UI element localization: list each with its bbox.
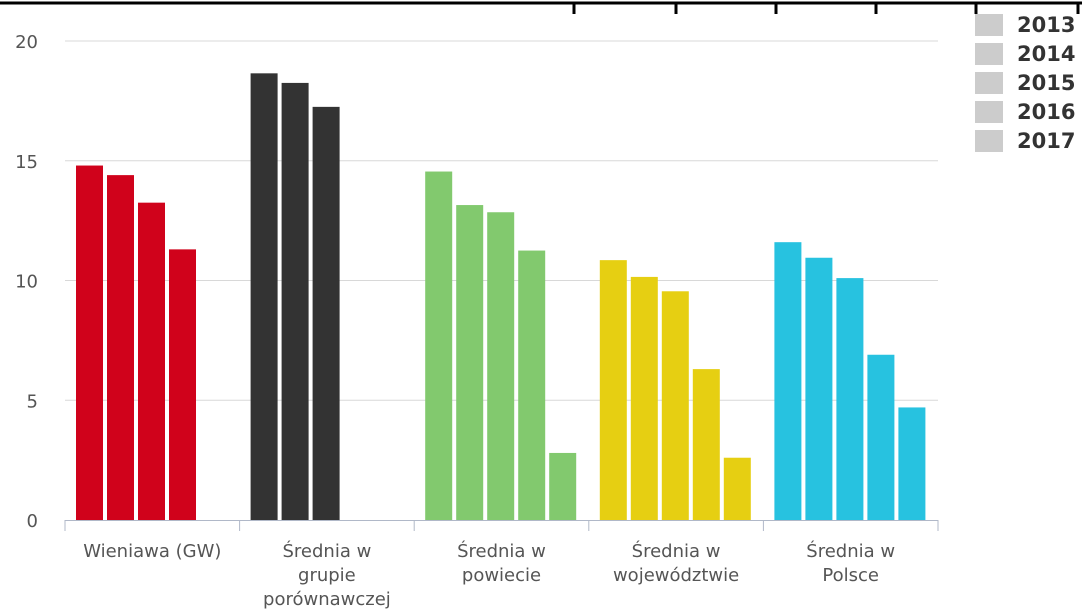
y-tick-label: 10 (15, 272, 38, 293)
legend-swatch (975, 13, 1003, 36)
bar[interactable] (836, 278, 864, 520)
legend-label: 2013 (1017, 12, 1076, 37)
bar[interactable] (599, 260, 627, 520)
x-category-label: Średnia w województwie (613, 540, 739, 586)
legend-item[interactable]: 2015 (975, 68, 1075, 97)
legend-item[interactable]: 2014 (975, 39, 1075, 68)
bar[interactable] (281, 82, 309, 520)
bar[interactable] (456, 205, 484, 520)
legend-swatch (975, 129, 1003, 152)
legend-swatch (975, 42, 1003, 65)
bar[interactable] (76, 165, 103, 521)
x-category-label: Średnia w powiecie (457, 540, 546, 586)
x-axis (64, 520, 939, 531)
bars (76, 73, 926, 521)
bar[interactable] (692, 369, 720, 520)
legend-label: 2015 (1017, 70, 1076, 95)
bar[interactable] (549, 452, 577, 520)
bar[interactable] (630, 276, 658, 520)
bar[interactable] (661, 291, 689, 520)
bar[interactable] (138, 202, 165, 520)
legend-item[interactable]: 2016 (975, 97, 1075, 126)
x-category-label: Średnia w grupie porównawczej (263, 540, 391, 610)
bar[interactable] (518, 250, 546, 520)
bar[interactable] (425, 171, 453, 520)
y-axis-tick-labels: 0 5 10 15 20 (15, 32, 38, 532)
bar[interactable] (169, 249, 196, 521)
legend-item[interactable]: 2017 (975, 126, 1075, 155)
legend-swatch (975, 71, 1003, 94)
top-tick-marks (572, 3, 1080, 14)
y-tick-label: 15 (15, 152, 38, 173)
legend: 2013 2014 2015 2016 2017 (975, 10, 1075, 155)
legend-label: 2017 (1017, 128, 1076, 153)
bar[interactable] (774, 242, 802, 520)
legend-label: 2016 (1017, 99, 1076, 124)
bar[interactable] (805, 257, 833, 520)
bar[interactable] (723, 457, 751, 520)
x-axis-category-labels: Wieniawa (GW) Średnia w grupie porównawczej… (83, 540, 895, 610)
legend-item[interactable]: 2013 (975, 10, 1075, 39)
bar[interactable] (487, 212, 515, 520)
bar[interactable] (250, 73, 278, 521)
x-category-label: Średnia w Polsce (806, 540, 895, 586)
bar[interactable] (107, 175, 134, 520)
bar[interactable] (898, 407, 926, 520)
y-tick-label: 20 (15, 32, 38, 53)
y-tick-label: 0 (27, 511, 38, 532)
legend-swatch (975, 100, 1003, 123)
legend-label: 2014 (1017, 41, 1076, 66)
bar[interactable] (867, 354, 895, 520)
y-tick-label: 5 (27, 391, 38, 412)
bar[interactable] (312, 106, 340, 521)
x-category-label: Wieniawa (GW) (83, 541, 221, 562)
